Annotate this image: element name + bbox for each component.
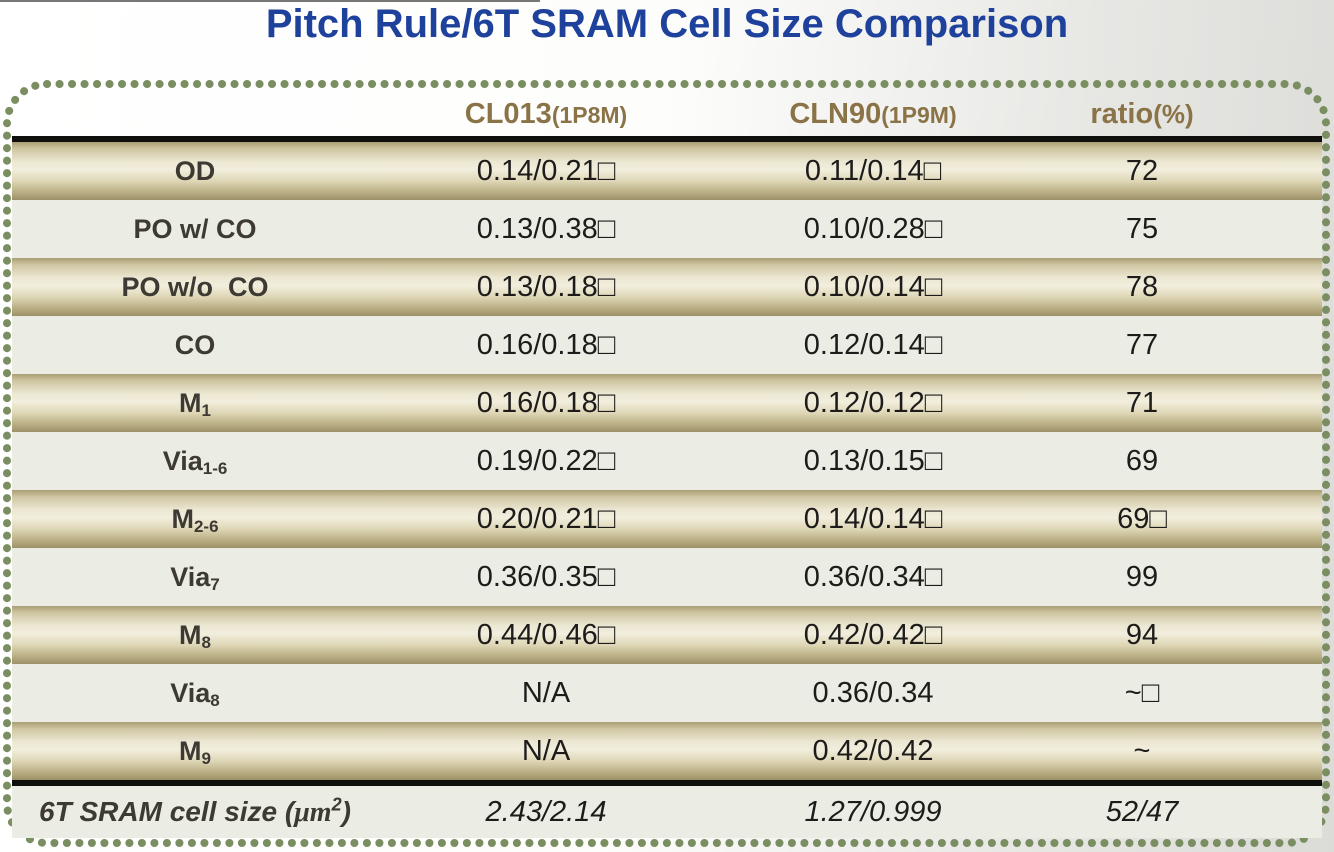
table-header-row: CL013(1P8M) CLN90(1P9M) ratio(%) [12, 92, 1322, 136]
row-label-cell: M2-6 [12, 504, 378, 535]
cell-cl013: 0.44/0.46□ [476, 618, 616, 651]
cell-ratio: 75 [1125, 212, 1159, 245]
row-label-cell: M8 [12, 620, 378, 651]
row-label-cell: Via7 [12, 562, 378, 593]
cell-ratio: 99 [1125, 560, 1159, 593]
cell-cln90: 0.42/0.42 [812, 734, 934, 767]
cell-ratio: 77 [1125, 328, 1159, 361]
cell-cln90: 0.13/0.15□ [803, 444, 943, 477]
footer-label-close: ) [341, 795, 351, 827]
row-label-cell: Via8 [12, 678, 378, 709]
table-row: M2-6 0.20/0.21□ 0.14/0.14□ 69□ [12, 490, 1322, 548]
table-body: OD 0.14/0.21□ 0.11/0.14□ 72 PO w/ CO 0.1… [12, 142, 1322, 780]
comparison-table: CL013(1P8M) CLN90(1P9M) ratio(%) OD 0.14… [12, 92, 1322, 838]
footer-cell-ratio: 52/47 [1105, 795, 1179, 828]
row-label-cell: Via1-6 [12, 446, 378, 477]
footer-cell-cln90: 1.27/0.999 [804, 795, 942, 828]
cell-cl013: 0.36/0.35□ [476, 560, 616, 593]
row-label: M [179, 735, 202, 766]
row-label-cell: OD [12, 156, 378, 187]
column-header-cl013: CL013(1P8M) [378, 98, 714, 131]
table-row: M1 0.16/0.18□ 0.12/0.12□ 71 [12, 374, 1322, 432]
table-row: PO w/ CO 0.13/0.38□ 0.10/0.28□ 75 [12, 200, 1322, 258]
row-label-subscript: 7 [210, 574, 220, 594]
table-row: OD 0.14/0.21□ 0.11/0.14□ 72 [12, 142, 1322, 200]
cell-cl013: 0.20/0.21□ [476, 502, 616, 535]
row-label: PO w/ CO [133, 213, 257, 244]
header-divider-line [12, 136, 1322, 142]
cell-ratio: ~□ [1124, 676, 1160, 709]
row-label-subscript: 8 [210, 690, 220, 710]
cell-cln90: 0.36/0.34 [812, 676, 934, 709]
cell-cln90: 0.11/0.14□ [804, 154, 942, 187]
footer-divider-line [12, 780, 1322, 786]
cell-cl013: N/A [521, 676, 571, 709]
row-label: M [179, 619, 202, 650]
cell-cln90: 0.14/0.14□ [803, 502, 943, 535]
row-label: CO [174, 329, 216, 360]
table-row: Via8 N/A 0.36/0.34 ~□ [12, 664, 1322, 722]
column-header-cln90: CLN90(1P9M) [714, 98, 1032, 131]
cell-ratio: 71 [1125, 386, 1159, 419]
cell-cln90: 0.12/0.14□ [803, 328, 943, 361]
footer-cell-cl013: 2.43/2.14 [485, 795, 607, 828]
column-header-cl013-suffix: (1P8M) [551, 101, 628, 128]
column-header-ratio-suffix: (%) [1153, 98, 1194, 129]
table-row: Via1-6 0.19/0.22□ 0.13/0.15□ 69 [12, 432, 1322, 490]
cell-cl013: 0.13/0.18□ [476, 270, 616, 303]
row-label: M [179, 387, 202, 418]
cell-cln90: 0.42/0.42□ [803, 618, 943, 651]
cell-cl013: N/A [521, 734, 571, 767]
row-label-cell: PO w/ CO [12, 214, 378, 245]
cell-cln90: 0.10/0.14□ [803, 270, 943, 303]
row-label-cell: M1 [12, 388, 378, 419]
cell-ratio: ~ [1133, 734, 1151, 767]
footer-unit-exponent: 2 [331, 794, 342, 815]
cell-cl013: 0.14/0.21□ [476, 154, 616, 187]
row-label-subscript: 2-6 [193, 516, 219, 536]
cell-ratio: 69□ [1117, 502, 1167, 535]
row-label: OD [174, 155, 216, 186]
row-label-subscript: 9 [201, 748, 211, 768]
row-label-subscript: 1 [201, 400, 211, 420]
cell-cl013: 0.19/0.22□ [476, 444, 616, 477]
table-row: M9 N/A 0.42/0.42 ~ [12, 722, 1322, 780]
cell-cl013: 0.13/0.38□ [476, 212, 616, 245]
table-footer-row: 6T SRAM cell size (μm2) 2.43/2.14 1.27/0… [12, 786, 1322, 838]
cell-ratio: 69 [1125, 444, 1159, 477]
footer-unit: μm [294, 796, 332, 828]
row-label: Via [162, 445, 203, 476]
cell-cln90: 0.10/0.28□ [803, 212, 943, 245]
cell-cl013: 0.16/0.18□ [476, 386, 616, 419]
cell-ratio: 72 [1125, 154, 1159, 187]
row-label-cell: M9 [12, 736, 378, 767]
table-row: CO 0.16/0.18□ 0.12/0.14□ 77 [12, 316, 1322, 374]
column-header-cl013-name: CL013 [464, 97, 552, 130]
row-label: M [171, 503, 194, 534]
column-header-ratio: ratio(%) [1032, 98, 1252, 131]
row-label-cell: PO w/o CO [12, 272, 378, 303]
row-label: Via [170, 677, 211, 708]
top-edge-artifact [0, 0, 540, 2]
table-row: Via7 0.36/0.35□ 0.36/0.34□ 99 [12, 548, 1322, 606]
row-label: PO w/o CO [121, 271, 269, 302]
table-row: M8 0.44/0.46□ 0.42/0.42□ 94 [12, 606, 1322, 664]
cell-cl013: 0.16/0.18□ [476, 328, 616, 361]
column-header-cln90-suffix: (1P9M) [881, 101, 957, 128]
row-label-subscript: 8 [201, 632, 211, 652]
footer-label: 6T SRAM cell size (μm2) [12, 794, 378, 829]
cell-ratio: 94 [1125, 618, 1159, 651]
row-label: Via [170, 561, 211, 592]
column-header-cln90-name: CLN90 [789, 97, 882, 130]
page-title: Pitch Rule/6T SRAM Cell Size Comparison [265, 2, 1069, 46]
row-label-subscript: 1-6 [202, 458, 228, 478]
cell-cln90: 0.12/0.12□ [803, 386, 943, 419]
column-header-ratio-name: ratio [1090, 97, 1154, 130]
footer-label-text: 6T SRAM cell size ( [39, 795, 295, 827]
row-label-cell: CO [12, 330, 378, 361]
table-row: PO w/o CO 0.13/0.18□ 0.10/0.14□ 78 [12, 258, 1322, 316]
cell-cln90: 0.36/0.34□ [803, 560, 943, 593]
cell-ratio: 78 [1125, 270, 1159, 303]
